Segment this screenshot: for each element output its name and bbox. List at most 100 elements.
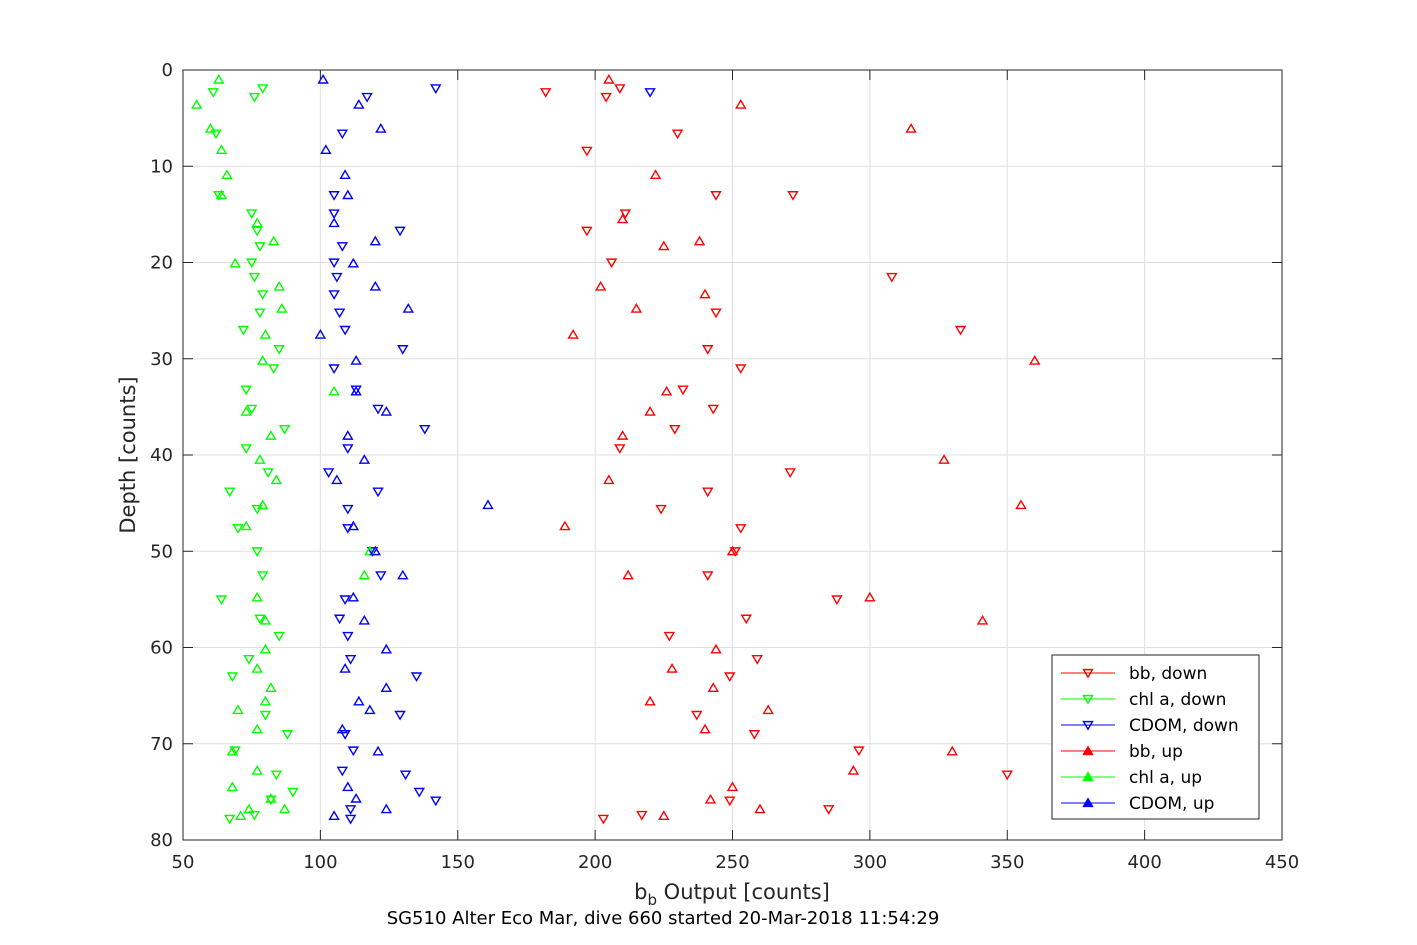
point-chl-a-down bbox=[251, 504, 263, 515]
point-bb-down bbox=[614, 444, 626, 454]
point-chl-a-up bbox=[226, 781, 239, 792]
point-cdom-up bbox=[397, 569, 409, 580]
point-bb-up bbox=[594, 280, 607, 291]
point-cdom-down bbox=[342, 504, 354, 515]
point-chl-a-down bbox=[270, 770, 283, 781]
point-chl-a-up bbox=[254, 454, 266, 464]
point-cdom-down bbox=[331, 272, 343, 283]
point-bb-up bbox=[699, 723, 711, 734]
point-cdom-down bbox=[394, 710, 406, 721]
point-bb-up bbox=[603, 73, 615, 84]
point-chl-a-down bbox=[259, 710, 272, 721]
point-chl-a-up bbox=[251, 217, 263, 228]
point-bb-down bbox=[748, 730, 761, 740]
point-chl-a-up bbox=[226, 745, 239, 756]
point-chl-a-up bbox=[259, 614, 272, 625]
point-cdom-up bbox=[364, 704, 376, 715]
point-bb-down bbox=[751, 654, 763, 665]
point-bb-up bbox=[710, 643, 722, 654]
point-cdom-up bbox=[369, 280, 382, 291]
point-cdom-down bbox=[328, 191, 340, 201]
point-chl-a-down bbox=[254, 308, 266, 319]
x-tick-label: 50 bbox=[172, 852, 195, 873]
point-bb-down bbox=[724, 796, 736, 807]
point-bb-down bbox=[597, 814, 610, 825]
point-chl-a-up bbox=[278, 803, 291, 814]
point-bb-up bbox=[754, 803, 766, 814]
point-bb-down bbox=[539, 88, 552, 98]
point-chl-a-down bbox=[267, 364, 280, 375]
point-bb-up bbox=[735, 98, 747, 109]
point-cdom-up bbox=[350, 385, 362, 396]
y-tick-label: 40 bbox=[150, 445, 173, 466]
point-cdom-down bbox=[372, 404, 384, 415]
point-chl-a-down bbox=[229, 746, 241, 757]
point-cdom-up bbox=[482, 499, 494, 510]
point-cdom-down bbox=[339, 595, 351, 606]
point-bb-up bbox=[726, 781, 739, 792]
point-chl-a-down bbox=[248, 92, 261, 103]
point-cdom-down bbox=[328, 258, 340, 269]
point-cdom-down bbox=[344, 805, 357, 815]
legend-marker-chl-a-down bbox=[1082, 694, 1094, 705]
x-axis-label-main: b bbox=[634, 880, 647, 904]
point-cdom-down bbox=[333, 308, 346, 319]
point-bb-up bbox=[707, 682, 719, 692]
point-bb-down bbox=[740, 614, 752, 625]
point-bb-down bbox=[710, 191, 722, 201]
point-chl-a-down bbox=[245, 209, 258, 220]
point-chl-a-up bbox=[234, 810, 247, 821]
point-chl-a-down bbox=[262, 468, 274, 478]
y-tick-label: 80 bbox=[150, 830, 173, 851]
point-chl-a-down bbox=[223, 814, 236, 825]
point-chl-a-down bbox=[210, 129, 222, 140]
point-chl-a-down bbox=[245, 258, 258, 269]
legend-marker-chl-a-up bbox=[1082, 771, 1094, 782]
point-bb-down bbox=[710, 308, 722, 319]
point-bb-up bbox=[603, 474, 615, 485]
point-chl-a-up bbox=[251, 663, 263, 673]
point-chl-a-down bbox=[237, 325, 250, 336]
point-cdom-down bbox=[399, 770, 412, 781]
point-chl-a-up bbox=[251, 723, 263, 734]
point-chl-a-up bbox=[256, 355, 269, 365]
point-cdom-up bbox=[328, 810, 340, 821]
point-bb-down bbox=[663, 631, 676, 642]
point-cdom-down bbox=[333, 614, 346, 625]
legend-marker-bb-down bbox=[1082, 668, 1094, 679]
point-cdom-up bbox=[375, 123, 387, 133]
legend-label-chl-a-down: chl a, down bbox=[1129, 690, 1226, 710]
point-bb-down bbox=[735, 524, 747, 534]
point-chl-a-up bbox=[221, 169, 233, 179]
legend-box bbox=[1051, 654, 1260, 820]
x-tick-label: 400 bbox=[1127, 852, 1161, 873]
point-bb-up bbox=[693, 235, 706, 246]
point-bb-down bbox=[619, 209, 632, 220]
point-chl-a-down bbox=[207, 88, 219, 98]
point-chl-a-down bbox=[278, 424, 291, 435]
point-bb-down bbox=[954, 325, 967, 336]
x-tick-label: 200 bbox=[578, 852, 612, 873]
point-chl-a-up bbox=[259, 643, 272, 654]
point-bb-up bbox=[658, 240, 670, 251]
point-bb-up bbox=[938, 454, 950, 464]
point-chl-a-down bbox=[256, 290, 269, 300]
point-cdom-up bbox=[372, 745, 384, 756]
point-cdom-up bbox=[347, 520, 360, 531]
point-cdom-up bbox=[380, 682, 393, 692]
point-cdom-up bbox=[336, 723, 349, 734]
point-bb-up bbox=[630, 303, 643, 313]
point-bb-up bbox=[644, 406, 656, 416]
point-bb-down bbox=[691, 710, 703, 721]
point-bb-up bbox=[699, 288, 711, 299]
point-chl-a-up bbox=[364, 545, 376, 556]
point-chl-a-up bbox=[215, 144, 228, 154]
point-bb-down bbox=[600, 92, 612, 103]
point-chl-a-up bbox=[240, 406, 252, 416]
point-chl-a-down bbox=[212, 191, 225, 201]
point-chl-a-up bbox=[276, 303, 288, 313]
point-cdom-down bbox=[394, 226, 406, 237]
point-cdom-up bbox=[320, 144, 332, 154]
point-cdom-up bbox=[358, 614, 371, 625]
point-cdom-down bbox=[342, 444, 354, 454]
